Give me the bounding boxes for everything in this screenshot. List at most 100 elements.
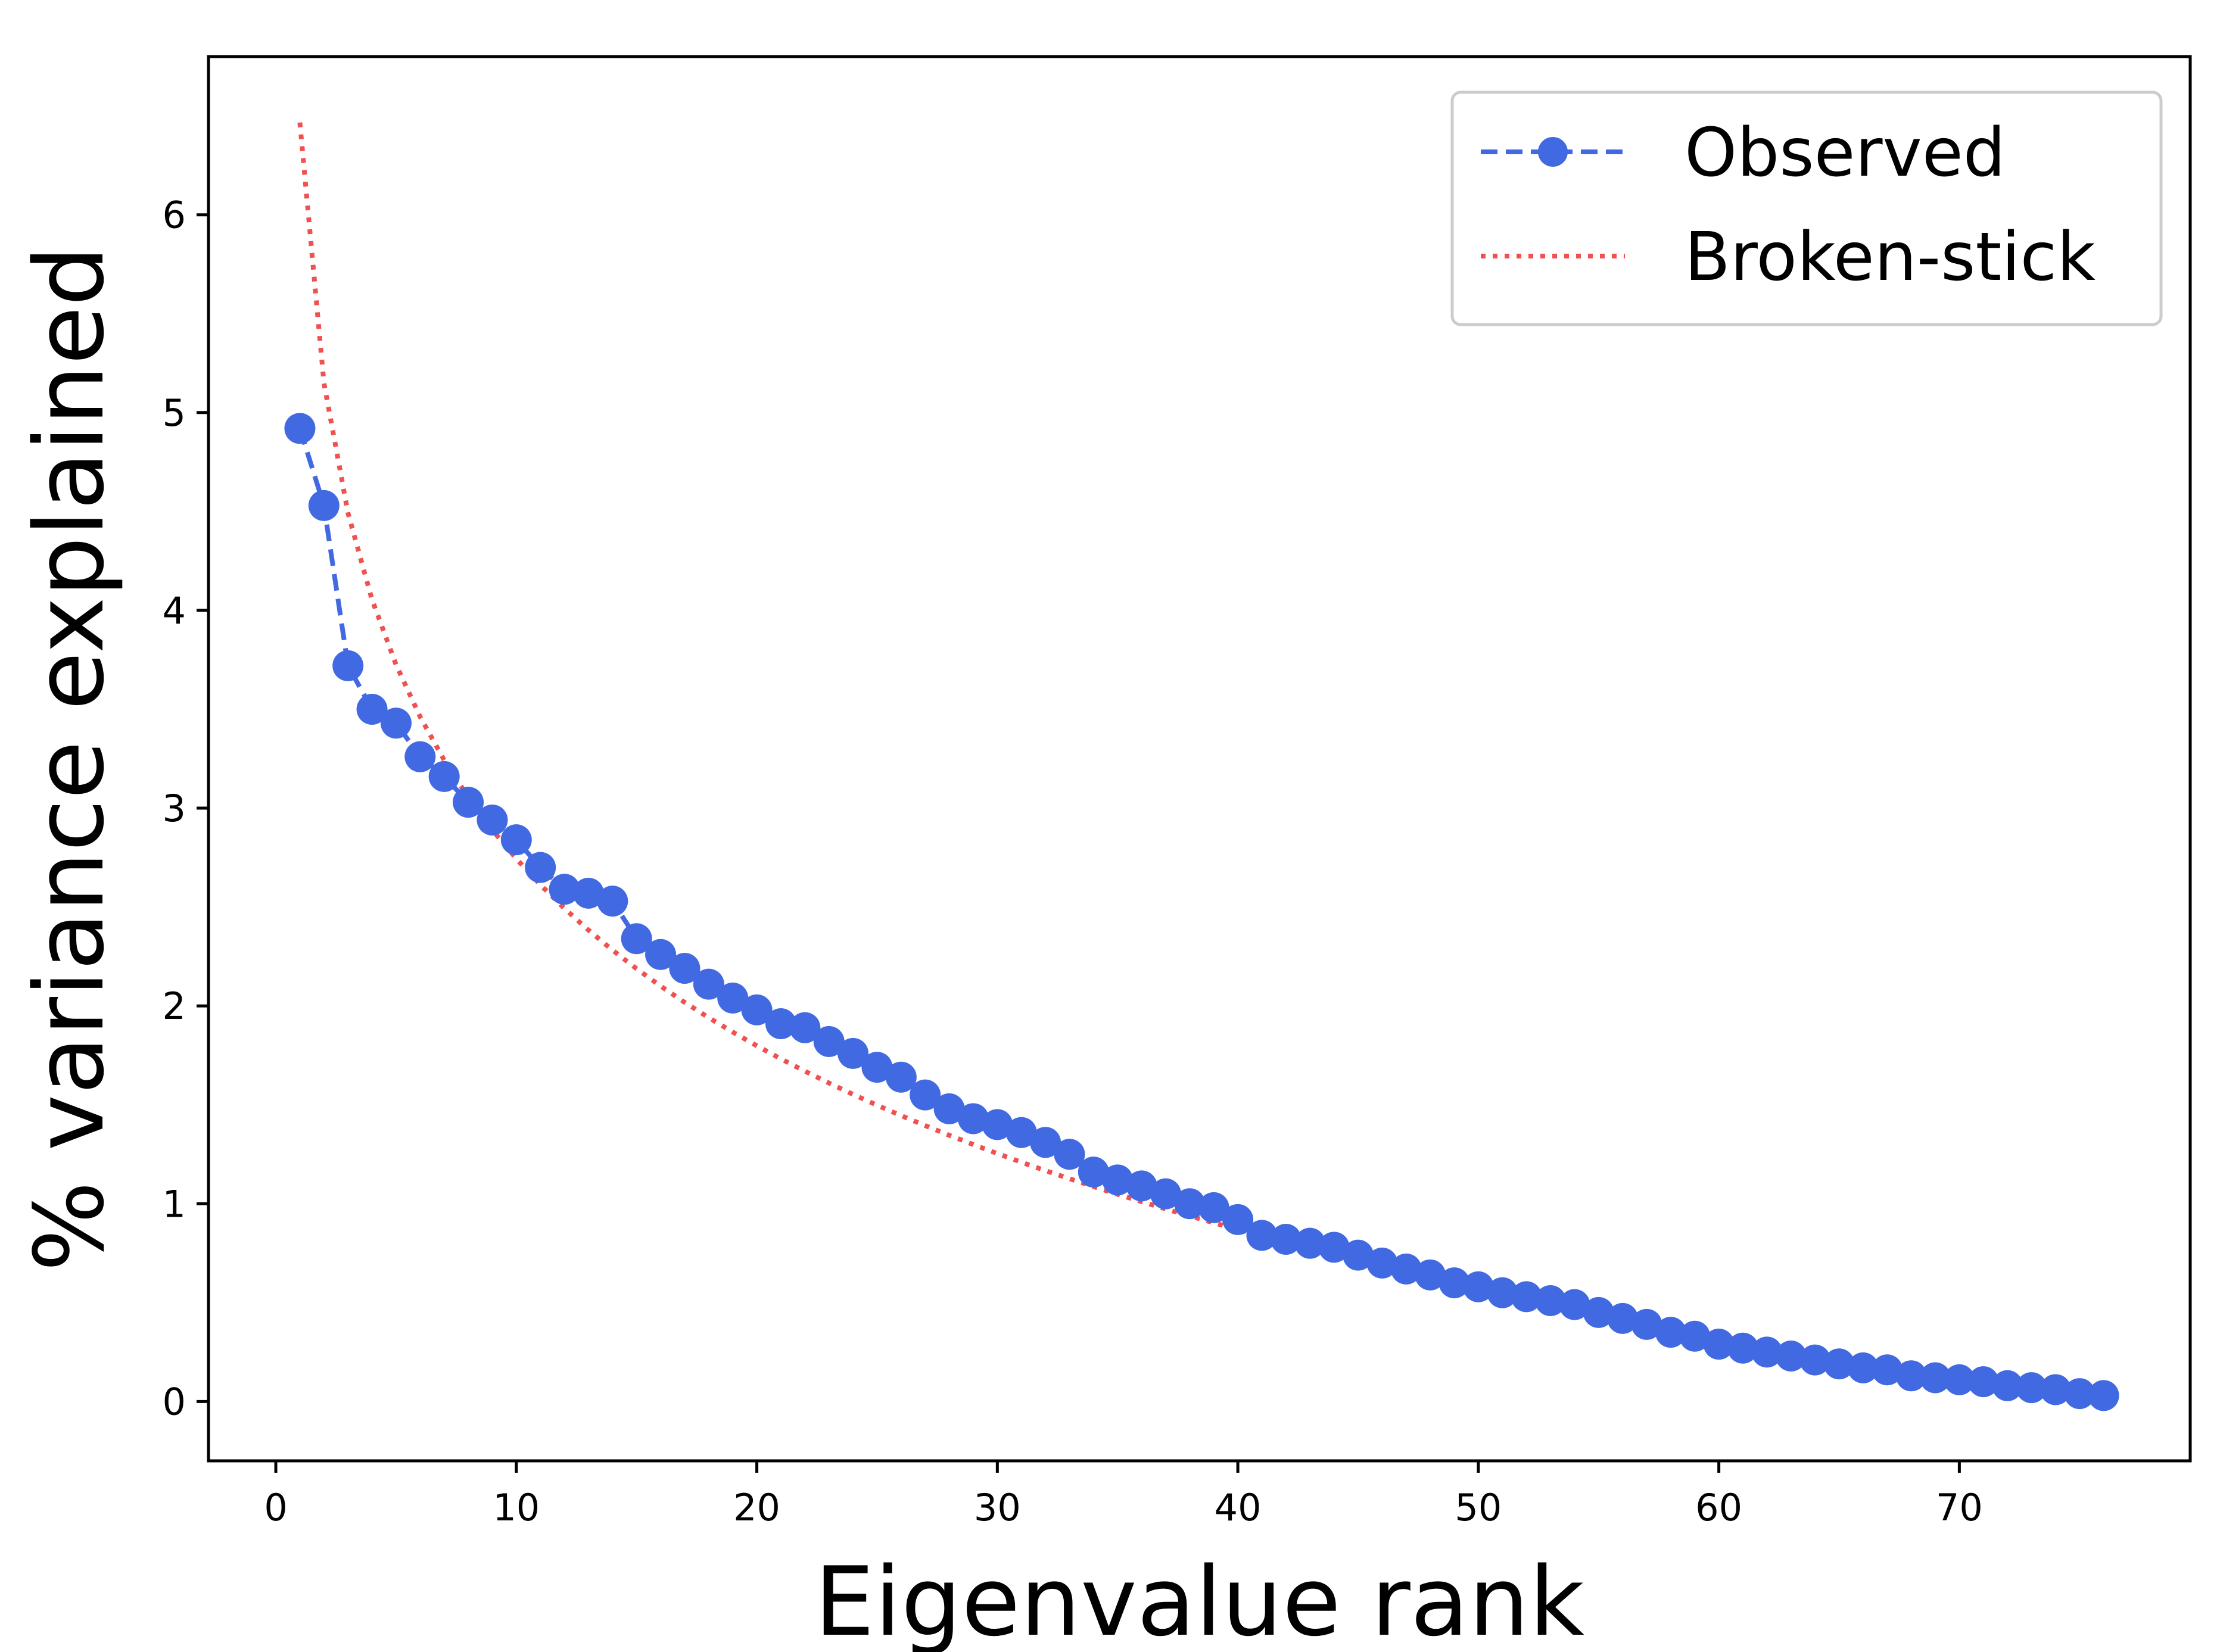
data-point-observed xyxy=(2088,1380,2119,1411)
legend-label-broken-stick: Broken-stick xyxy=(1685,219,2096,296)
x-tick-label: 20 xyxy=(733,1486,780,1529)
y-tick-label: 3 xyxy=(163,787,186,830)
data-point-observed xyxy=(669,953,700,984)
data-point-observed xyxy=(1030,1127,1061,1158)
data-point-observed xyxy=(1078,1157,1109,1188)
data-point-observed xyxy=(1318,1232,1350,1263)
data-point-observed xyxy=(1992,1370,2023,1401)
data-point-observed xyxy=(332,650,364,681)
data-point-observed xyxy=(1005,1117,1037,1148)
data-point-observed xyxy=(1727,1332,1759,1364)
data-point-observed xyxy=(1944,1364,1975,1395)
data-point-observed xyxy=(693,968,724,1000)
data-point-observed xyxy=(1270,1224,1302,1255)
data-point-observed xyxy=(1583,1296,1614,1328)
data-point-observed xyxy=(284,413,316,444)
data-point-observed xyxy=(765,1008,796,1040)
data-point-observed xyxy=(1847,1352,1879,1383)
data-point-observed xyxy=(1174,1188,1206,1220)
x-axis-title: Eigenvalue rank xyxy=(814,1546,1584,1652)
y-axis: 0 1 2 3 4 5 6 xyxy=(163,194,208,1423)
data-point-observed xyxy=(356,693,388,725)
data-point-observed xyxy=(1246,1220,1278,1251)
data-point-observed xyxy=(477,804,508,836)
legend-marker-observed xyxy=(1538,137,1568,167)
data-point-observed xyxy=(1679,1320,1711,1352)
x-tick-label: 60 xyxy=(1695,1486,1742,1529)
data-point-observed xyxy=(1920,1362,1951,1394)
data-point-observed xyxy=(525,852,556,883)
data-point-observed xyxy=(1487,1277,1518,1308)
data-point-observed xyxy=(597,886,628,917)
data-point-observed xyxy=(1102,1164,1134,1196)
data-point-observed xyxy=(500,824,532,856)
plot-area xyxy=(284,122,2119,1411)
data-point-observed xyxy=(2040,1374,2071,1405)
data-point-observed xyxy=(1054,1139,1085,1170)
data-point-observed xyxy=(982,1109,1013,1140)
data-point-observed xyxy=(1150,1178,1181,1210)
data-point-observed xyxy=(1895,1360,1927,1392)
data-point-observed xyxy=(813,1026,845,1057)
data-point-observed xyxy=(1294,1227,1326,1259)
data-point-observed xyxy=(572,877,604,909)
data-point-observed xyxy=(621,923,652,955)
data-point-observed xyxy=(1559,1289,1590,1320)
data-point-observed xyxy=(861,1052,893,1083)
data-point-observed xyxy=(1198,1192,1229,1223)
data-point-observed xyxy=(717,982,749,1014)
x-tick-label: 10 xyxy=(493,1486,540,1529)
data-point-observed xyxy=(2016,1372,2047,1404)
data-point-observed xyxy=(380,707,412,739)
x-axis: 0 10 20 30 40 50 60 70 xyxy=(264,1461,1983,1529)
data-point-observed xyxy=(1751,1336,1783,1368)
data-point-observed xyxy=(1439,1267,1470,1299)
plot-frame xyxy=(207,55,2192,1463)
data-point-observed xyxy=(885,1061,917,1093)
data-point-observed xyxy=(1534,1285,1566,1316)
data-point-observed xyxy=(1655,1317,1686,1348)
y-tick-label: 2 xyxy=(163,984,186,1028)
legend-label-observed: Observed xyxy=(1685,114,2006,192)
y-tick-label: 5 xyxy=(163,391,186,435)
legend-box xyxy=(1450,91,2163,326)
data-point-observed xyxy=(1967,1366,1999,1398)
data-point-observed xyxy=(1799,1344,1831,1376)
data-point-observed xyxy=(1872,1354,1903,1386)
data-point-observed xyxy=(1703,1329,1735,1360)
data-point-observed xyxy=(1222,1204,1254,1235)
x-tick-label: 30 xyxy=(974,1486,1021,1529)
data-point-observed xyxy=(1823,1348,1855,1380)
x-tick-label: 40 xyxy=(1215,1486,1262,1529)
data-point-observed xyxy=(789,1012,821,1043)
data-point-observed xyxy=(1511,1281,1542,1313)
y-tick-label: 1 xyxy=(163,1182,186,1226)
data-point-observed xyxy=(453,787,484,818)
y-tick-label: 6 xyxy=(163,194,186,237)
y-tick-label: 0 xyxy=(163,1380,186,1423)
x-tick-label: 50 xyxy=(1455,1486,1502,1529)
data-point-observed xyxy=(1415,1259,1446,1291)
data-point-observed xyxy=(645,939,677,970)
legend: Observed Broken-stick xyxy=(1450,91,2163,326)
data-point-observed xyxy=(910,1079,941,1111)
x-tick-label: 0 xyxy=(264,1486,287,1529)
data-point-observed xyxy=(1631,1308,1662,1340)
data-point-observed xyxy=(549,874,580,905)
data-point-observed xyxy=(308,490,340,521)
y-tick-label: 4 xyxy=(163,589,186,632)
x-tick-label: 70 xyxy=(1936,1486,1983,1529)
data-point-observed xyxy=(1126,1170,1157,1202)
data-point-observed xyxy=(404,741,436,772)
data-point-observed xyxy=(2064,1378,2096,1410)
data-point-observed xyxy=(428,760,460,792)
data-point-observed xyxy=(837,1037,869,1069)
data-point-observed xyxy=(1607,1302,1639,1334)
data-point-observed xyxy=(1775,1340,1807,1372)
data-point-observed xyxy=(1390,1253,1422,1285)
data-point-observed xyxy=(741,994,773,1026)
data-point-observed xyxy=(1462,1271,1494,1302)
y-axis-title: % variance explained xyxy=(14,246,125,1272)
data-point-observed xyxy=(933,1093,965,1124)
